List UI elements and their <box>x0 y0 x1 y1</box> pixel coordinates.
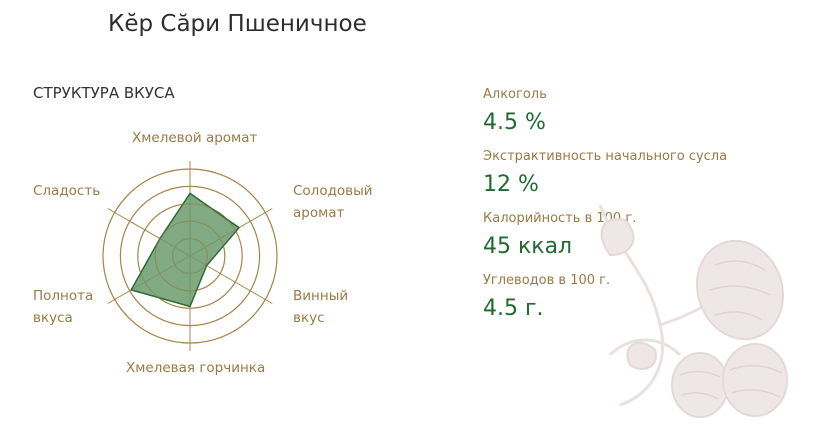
radar-ring-overlay <box>119 185 261 327</box>
axis-label-bitterness: Хмелевая горчинка <box>126 360 266 376</box>
radar-svg <box>102 161 278 351</box>
stat-label: Алкоголь <box>483 87 547 102</box>
radar-ring <box>119 185 261 327</box>
radar-ring <box>102 168 278 344</box>
stat-alcohol: Алкоголь 4.5 % <box>483 86 727 139</box>
taste-radar-chart: Хмелевой аромат Солодовый аромат Винный … <box>0 0 400 427</box>
axis-label-body: Полнота вкуса <box>33 288 94 326</box>
stat-label: Калорийность в 100 г. <box>483 211 637 226</box>
beer-stats: Алкоголь 4.5 % Экстрактивность начальног… <box>483 86 727 334</box>
stat-value: 45 ккал <box>483 234 573 259</box>
radar-ring-overlay <box>172 238 208 274</box>
stat-label: Экстрактивность начального сусла <box>483 149 728 164</box>
stat-value: 4.5 % <box>483 110 546 135</box>
stat-extract: Экстрактивность начального сусла 12 % <box>483 148 727 201</box>
radar-ring-overlay <box>154 220 226 292</box>
beer-title: Кĕр Сăри Пшеничное <box>108 11 367 37</box>
axis-label-sweetness: Сладость <box>33 183 101 199</box>
radar-ring-overlay <box>102 168 278 344</box>
axis-label-wine: Винный вкус <box>293 288 349 326</box>
hop-cones-icon <box>598 204 788 418</box>
stat-value: 12 % <box>483 172 539 197</box>
stat-label: Углеводов в 100 г. <box>483 273 611 288</box>
stat-value: 4.5 г. <box>483 296 544 321</box>
stat-calories: Калорийность в 100 г. 45 ккал <box>483 210 727 263</box>
radar-ring-overlay <box>137 203 243 309</box>
stat-carbs: Углеводов в 100 г. 4.5 г. <box>483 272 727 325</box>
axis-label-malt-aroma: Солодовый аромат <box>293 183 373 221</box>
radar-data-polygon <box>130 192 241 308</box>
taste-structure-heading: СТРУКТУРА ВКУСА <box>33 84 175 102</box>
axis-label-hop-aroma: Хмелевой аромат <box>132 130 258 146</box>
